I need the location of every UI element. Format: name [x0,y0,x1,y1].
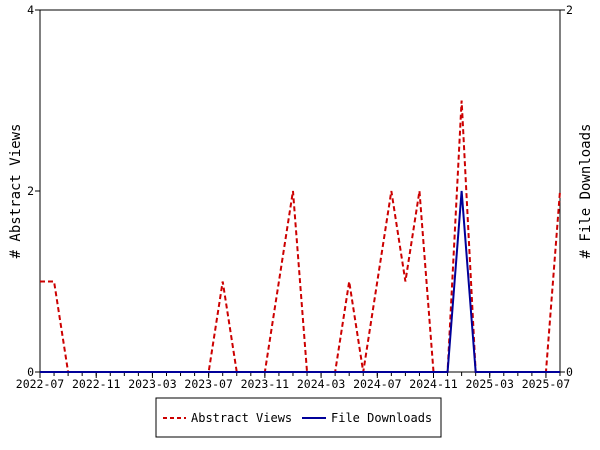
x-tick-label: 2023-03 [128,377,177,391]
plot-frame [39,9,561,373]
y-left-tick-label: 2 [27,184,34,198]
x-tick-label: 2024-07 [353,377,402,391]
y-axis-left-title: # Abstract Views [8,124,24,259]
x-tick-label: 2022-11 [72,377,121,391]
x-tick-label: 2025-03 [465,377,514,391]
x-tick-label: 2022-07 [16,377,65,391]
y-axis-right-title: # File Downloads [578,124,594,259]
legend: Abstract Views File Downloads [155,397,442,438]
series-line-abstract-views [40,100,561,373]
legend-box [155,397,442,438]
x-tick-label: 2023-07 [184,377,233,391]
legend-label-abstract-views: Abstract Views [191,411,292,425]
y-left-tick-label: 0 [27,365,34,379]
x-tick-label: 2024-11 [409,377,458,391]
legend-label-file-downloads: File Downloads [331,411,432,425]
series-line-file-downloads [40,190,560,373]
x-tick-label: 2025-07 [522,377,571,391]
y-left-tick-label: 4 [27,3,34,17]
x-tick-label: 2023-11 [241,377,290,391]
y-right-tick-label: 2 [566,3,573,17]
y-right-tick-label: 0 [566,365,573,379]
x-tick-label: 2024-03 [297,377,346,391]
